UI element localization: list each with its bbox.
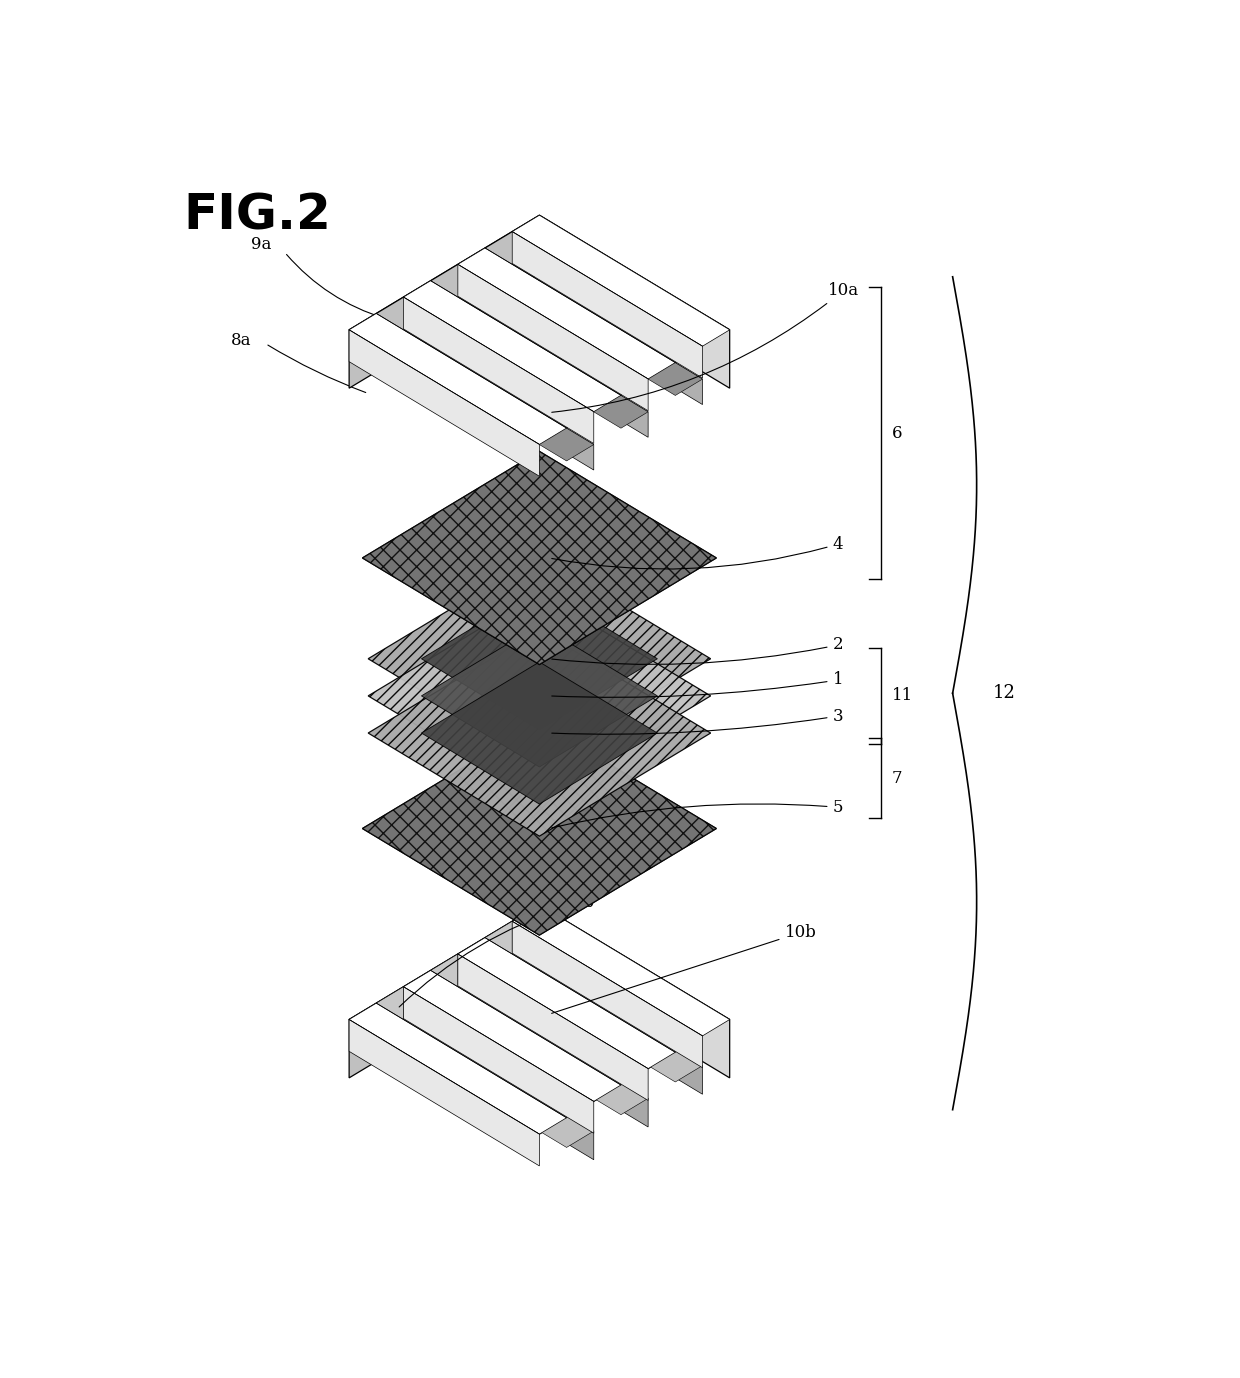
Polygon shape (403, 970, 621, 1101)
Polygon shape (350, 905, 729, 1134)
Polygon shape (512, 215, 729, 346)
Polygon shape (403, 1017, 594, 1160)
Text: FIG.2: FIG.2 (184, 192, 332, 240)
Polygon shape (368, 593, 711, 799)
Text: 11: 11 (892, 688, 914, 704)
Text: 6: 6 (892, 424, 903, 442)
Polygon shape (376, 329, 594, 460)
Text: 3: 3 (552, 707, 843, 734)
Polygon shape (362, 452, 717, 664)
Polygon shape (362, 452, 717, 664)
Polygon shape (458, 937, 676, 1068)
Polygon shape (422, 624, 657, 768)
Polygon shape (430, 984, 649, 1115)
Polygon shape (403, 298, 594, 444)
Text: 9b: 9b (573, 894, 594, 911)
Polygon shape (539, 905, 729, 1078)
Polygon shape (458, 248, 676, 379)
Text: 10b: 10b (552, 925, 816, 1013)
Polygon shape (403, 329, 594, 470)
Text: 2: 2 (552, 637, 843, 664)
Polygon shape (458, 265, 649, 411)
Text: 4: 4 (552, 536, 843, 569)
Polygon shape (485, 265, 703, 395)
Text: 9a: 9a (250, 237, 270, 254)
Polygon shape (422, 661, 657, 805)
Polygon shape (403, 987, 594, 1133)
Polygon shape (430, 298, 649, 429)
Polygon shape (485, 951, 703, 1082)
Polygon shape (350, 329, 539, 477)
Polygon shape (512, 265, 703, 405)
Polygon shape (368, 555, 711, 762)
Polygon shape (512, 951, 703, 1094)
Polygon shape (485, 922, 512, 996)
Text: 12: 12 (993, 685, 1016, 703)
Polygon shape (350, 313, 567, 445)
Polygon shape (422, 587, 657, 730)
Polygon shape (539, 215, 729, 389)
Text: 5: 5 (552, 799, 843, 828)
Polygon shape (512, 922, 703, 1068)
Polygon shape (350, 1003, 567, 1134)
Text: 7: 7 (892, 770, 903, 787)
Polygon shape (512, 905, 729, 1036)
Polygon shape (512, 232, 703, 378)
Polygon shape (403, 281, 621, 412)
Polygon shape (376, 987, 403, 1061)
Polygon shape (362, 722, 717, 936)
Polygon shape (376, 1017, 594, 1148)
Polygon shape (362, 722, 717, 936)
Text: 8a: 8a (231, 332, 252, 349)
Polygon shape (368, 630, 711, 836)
Polygon shape (430, 954, 458, 1029)
Polygon shape (350, 215, 729, 445)
Text: 1: 1 (552, 671, 843, 697)
Polygon shape (458, 298, 649, 437)
Polygon shape (350, 905, 539, 1078)
Text: 10a: 10a (552, 282, 859, 412)
Polygon shape (458, 954, 649, 1101)
Polygon shape (350, 1020, 539, 1166)
Polygon shape (458, 984, 649, 1127)
Polygon shape (350, 215, 539, 389)
